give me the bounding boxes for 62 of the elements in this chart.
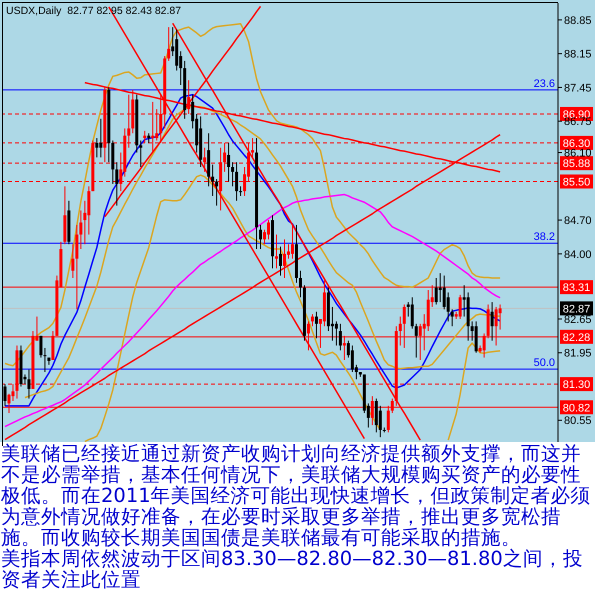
candlestick [3, 384, 6, 406]
line-series [4, 22, 501, 367]
y-tick-label: 84.70 [564, 214, 592, 227]
candlestick [147, 132, 150, 144]
text: 美指本周依然波动于区间83.30—82.80—82.30—81.80之间，投资者关注此位置 [1, 547, 584, 591]
candlestick [43, 347, 46, 373]
candlestick [99, 118, 102, 158]
candlestick [71, 244, 74, 278]
y-tick-label: 87.45 [564, 82, 592, 94]
candlestick [498, 304, 502, 330]
candlestick [314, 311, 318, 339]
candlestick [231, 162, 234, 187]
ref-line-label: 85.88 [562, 158, 590, 170]
y-tick-label: 88.85 [564, 14, 592, 27]
y-tick-label: 88.15 [564, 48, 592, 61]
line-series [4, 194, 501, 428]
candlestick [410, 296, 414, 330]
candlestick [215, 178, 218, 206]
candlestick [438, 272, 442, 303]
ref-line-label: 85.50 [562, 176, 590, 188]
candlestick [490, 302, 494, 342]
ref-line-label: 82.87 [562, 303, 590, 316]
candlestick [378, 405, 382, 438]
candlestick [39, 335, 42, 358]
ref-line-label: 83.31 [562, 282, 590, 294]
annotation: 38.2 [534, 231, 555, 244]
y-tick-label: 82.65 [564, 314, 592, 326]
annotation: 23.6 [534, 78, 555, 90]
candlestick [211, 164, 214, 196]
candlestick [27, 369, 30, 400]
candlestick [350, 345, 354, 373]
annotation: 美联储已经接近通过新资产收购计划向经济提供额外支撑，而这并不是必需举措，基本任何情况下，美联储大规模购买资产的必要性极低。而在2011年美国经济可能出现快速增长，但政策制定者必须为意外情况做好准备，在必要时采取更多举措，推出更多宽松措施。而收购较长期美国国债是美联储最有可能采取的措施。 [1, 442, 592, 549]
y-tick-label: 81.95 [564, 348, 592, 360]
candlestick [227, 142, 230, 182]
annotation: 50.0 [534, 357, 555, 370]
candlestick [450, 308, 454, 327]
candlestick [442, 275, 446, 310]
ref-line-label: 86.30 [562, 138, 590, 150]
ref-line-label: 80.82 [562, 402, 590, 414]
ref-line-label: 81.30 [562, 379, 590, 392]
candlestick [298, 270, 302, 298]
candlestick [167, 26, 170, 62]
candlestick [458, 294, 462, 320]
candlestick [279, 246, 282, 276]
candlestick [259, 224, 262, 250]
candlestick [79, 210, 82, 250]
candlestick [267, 220, 270, 240]
candlestick [414, 323, 418, 358]
y-tick-label: 84.00 [564, 248, 592, 261]
candlestick [434, 277, 438, 306]
y-tick-label: 80.55 [564, 415, 592, 428]
candlestick [310, 314, 314, 327]
candlestick [290, 224, 294, 260]
ref-line-label: 82.28 [562, 332, 590, 344]
candlestick [239, 186, 242, 196]
candlestick [282, 238, 286, 278]
candlestick [115, 162, 118, 206]
candlestick [334, 320, 338, 346]
candlestick [338, 323, 342, 351]
candlestick [446, 292, 450, 322]
candlestick [95, 138, 98, 158]
candlestick [235, 162, 238, 202]
